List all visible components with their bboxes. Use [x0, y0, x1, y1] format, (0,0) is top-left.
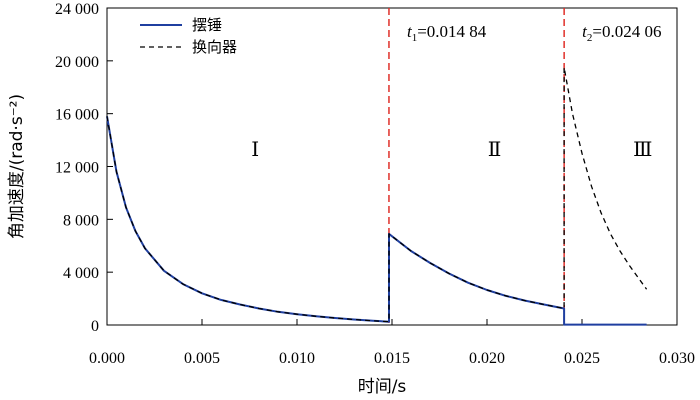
x-tick-label: 0.000	[89, 350, 125, 367]
vline-label-value: =0.014 84	[417, 22, 487, 41]
series-line-2	[106, 66, 648, 323]
x-tick-label: 0.010	[279, 350, 315, 367]
vline-label-t1: t1=0.014 84	[407, 22, 487, 44]
y-tick-label: 24 000	[55, 1, 99, 18]
y-tick-label: 12 000	[55, 160, 99, 177]
vline-label-value: =0.024 06	[592, 22, 661, 41]
x-tick-label: 0.020	[469, 350, 505, 367]
y-tick-label: 0	[91, 318, 99, 335]
y-tick-label: 8 000	[63, 212, 99, 229]
vline-label-t2: t2=0.024 06	[582, 22, 661, 44]
legend-entry: 摆锤	[192, 16, 222, 34]
vline-label-sub: 1	[412, 32, 418, 44]
y-tick-label: 4 000	[63, 265, 99, 282]
x-tick-label: 0.025	[564, 350, 600, 367]
x-axis-title: 时间/s	[358, 377, 407, 397]
region-label: Ⅱ	[488, 139, 502, 161]
x-tick-label: 0.015	[374, 350, 410, 367]
vline-label-var: t	[582, 22, 588, 41]
y-tick-label: 20 000	[55, 54, 99, 71]
y-tick-label: 16 000	[55, 107, 99, 124]
x-tick-label: 0.005	[184, 350, 220, 367]
x-tick-label: 0.030	[659, 350, 695, 367]
legend-entry: 换向器	[192, 38, 237, 56]
region-label: Ⅲ	[633, 139, 652, 161]
region-label: Ⅰ	[251, 139, 259, 161]
series-line-1	[106, 116, 647, 326]
vline-label-sub: 2	[587, 32, 593, 44]
vline-label-var: t	[407, 22, 413, 41]
y-axis-title: 角加速度/(rad·s⁻²)	[7, 94, 27, 239]
